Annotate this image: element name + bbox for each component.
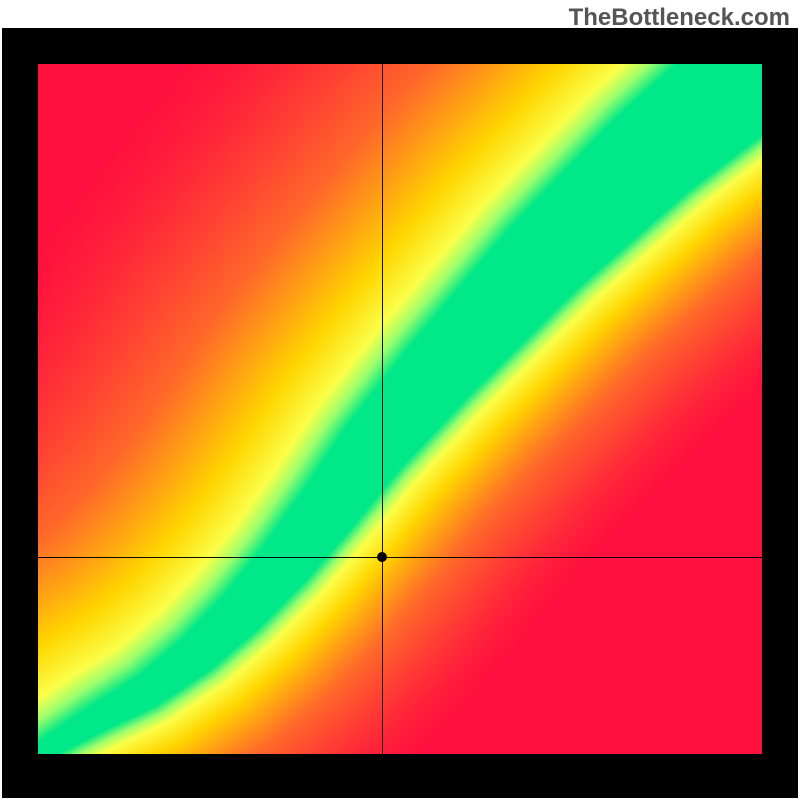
heatmap-canvas (38, 64, 762, 754)
watermark-text: TheBottleneck.com (569, 4, 790, 32)
crosshair-vertical-line (382, 64, 383, 754)
root-container: TheBottleneck.com (0, 0, 800, 800)
chart-outer-frame (2, 28, 798, 798)
heatmap-plot-area (38, 64, 762, 754)
crosshair-horizontal-line (38, 557, 762, 558)
